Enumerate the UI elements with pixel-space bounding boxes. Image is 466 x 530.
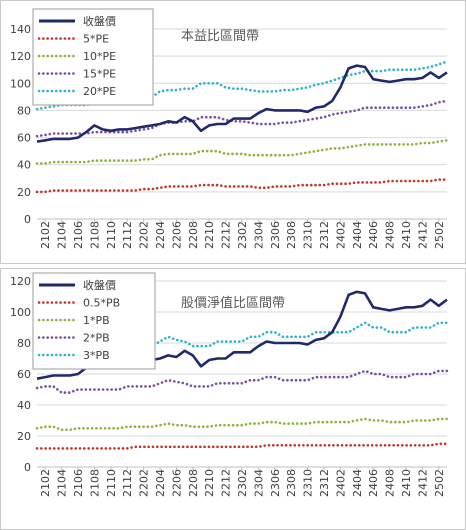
x-tick-label: 2110 bbox=[105, 469, 118, 497]
x-tick-label: 2412 bbox=[416, 221, 429, 249]
y-tick-label: 20 bbox=[17, 430, 31, 443]
x-tick-label: 2410 bbox=[400, 469, 413, 497]
pb-band-chart: 0 20 40 60 80 100 120 2102 2104 2106 2108 2110 2112 2… bbox=[10, 272, 449, 497]
x-tick-label: 2210 bbox=[203, 469, 216, 497]
x-tick-label: 2106 bbox=[72, 221, 85, 249]
x-tick-label: 2108 bbox=[88, 221, 101, 249]
y-tick-label: 0 bbox=[24, 461, 31, 474]
x-tick-label: 2202 bbox=[138, 469, 151, 497]
y-tick-label: 60 bbox=[17, 132, 31, 145]
legend-label-2: 1*PB bbox=[83, 314, 110, 327]
x-tick-label: 2312 bbox=[318, 469, 331, 497]
x-tick-label: 2104 bbox=[56, 221, 69, 249]
x-tick-label: 2204 bbox=[154, 469, 167, 497]
x-tick-label: 2502 bbox=[433, 221, 446, 249]
y-tick-label: 40 bbox=[17, 399, 31, 412]
series-line-1 bbox=[35, 178, 449, 194]
x-tick-label: 2112 bbox=[121, 221, 134, 249]
y-tick-label: 120 bbox=[10, 275, 31, 288]
legend bbox=[32, 272, 156, 370]
y-tick-label: 120 bbox=[10, 50, 31, 63]
x-tick-label: 2206 bbox=[170, 469, 183, 497]
x-tick-label: 2408 bbox=[384, 469, 397, 497]
x-tick-label: 2208 bbox=[187, 469, 200, 497]
x-tick-label: 2402 bbox=[334, 221, 347, 249]
x-tick-label: 2406 bbox=[367, 221, 380, 249]
x-tick-label: 2210 bbox=[203, 221, 216, 249]
x-tick-label: 2404 bbox=[351, 469, 364, 497]
legend-label-3: 2*PB bbox=[83, 332, 110, 345]
y-tick-label: 20 bbox=[17, 186, 31, 199]
series-line-3 bbox=[35, 369, 449, 394]
x-tick-label: 2212 bbox=[220, 221, 233, 249]
chart-title: 股價淨值比區間帶 bbox=[181, 295, 285, 311]
x-tick-label: 2212 bbox=[220, 469, 233, 497]
x-tick-label: 2208 bbox=[187, 221, 200, 249]
x-tick-label: 2104 bbox=[56, 469, 69, 497]
legend-label-1: 0.5*PB bbox=[83, 297, 120, 310]
y-tick-label: 40 bbox=[17, 159, 31, 172]
x-tick-label: 2410 bbox=[400, 221, 413, 249]
x-tick-label: 2404 bbox=[351, 221, 364, 249]
x-tick-label: 2412 bbox=[416, 469, 429, 497]
series-line-3 bbox=[35, 99, 449, 138]
x-tick-label: 2308 bbox=[285, 221, 298, 249]
x-tick-label: 2110 bbox=[105, 221, 118, 249]
x-tick-label: 2408 bbox=[384, 221, 397, 249]
pe-band-chart: 0 20 40 60 80 100 120 140 2102 2104 2106 2108 2110 21… bbox=[10, 8, 449, 249]
x-tick-label: 2112 bbox=[121, 469, 134, 497]
x-tick-label: 2306 bbox=[269, 469, 282, 497]
x-tick-label: 2306 bbox=[269, 221, 282, 249]
legend-label-3: 15*PE bbox=[83, 68, 116, 81]
y-tick-label: 60 bbox=[17, 368, 31, 381]
legend-label-0: 收盤價 bbox=[83, 14, 116, 28]
x-tick-label: 2204 bbox=[154, 221, 167, 249]
x-tick-label: 2304 bbox=[252, 469, 265, 497]
y-tick-label: 140 bbox=[10, 23, 31, 36]
pe-band-chart-panel: 0 20 40 60 80 100 120 140 2102 2104 2106 2108 2110 21… bbox=[0, 0, 466, 264]
y-tick-label: 80 bbox=[17, 337, 31, 350]
x-tick-label: 2102 bbox=[39, 221, 52, 249]
series-line-0 bbox=[36, 64, 448, 143]
y-tick-label: 0 bbox=[24, 213, 31, 226]
x-tick-label: 2106 bbox=[72, 469, 85, 497]
x-tick-label: 2302 bbox=[236, 469, 249, 497]
x-tick-label: 2312 bbox=[318, 221, 331, 249]
series-line-2 bbox=[35, 139, 449, 165]
x-tick-label: 2302 bbox=[236, 221, 249, 249]
x-tick-label: 2108 bbox=[88, 469, 101, 497]
pb-band-chart-panel: 0 20 40 60 80 100 120 2102 2104 2106 2108 2110 2112 2… bbox=[0, 268, 466, 530]
x-tick-label: 2310 bbox=[302, 221, 315, 249]
x-tick-label: 2304 bbox=[252, 221, 265, 249]
legend-label-1: 5*PE bbox=[83, 33, 109, 46]
y-tick-label: 80 bbox=[17, 104, 31, 117]
x-tick-label: 2402 bbox=[334, 469, 347, 497]
x-tick-label: 2308 bbox=[285, 469, 298, 497]
legend-label-4: 3*PB bbox=[83, 349, 110, 362]
x-tick-label: 2102 bbox=[39, 469, 52, 497]
x-tick-label: 2310 bbox=[302, 469, 315, 497]
legend-label-2: 10*PE bbox=[83, 50, 116, 63]
series-line-2 bbox=[35, 417, 449, 432]
y-tick-label: 100 bbox=[10, 306, 31, 319]
y-tick-label: 100 bbox=[10, 77, 31, 90]
legend bbox=[32, 8, 154, 106]
chart-title: 本益比區間帶 bbox=[181, 29, 259, 44]
x-tick-label: 2502 bbox=[433, 469, 446, 497]
legend-label-0: 收盤價 bbox=[83, 278, 116, 292]
legend-label-4: 20*PE bbox=[83, 85, 116, 98]
series-line-1 bbox=[35, 442, 449, 450]
x-tick-label: 2206 bbox=[170, 221, 183, 249]
x-tick-label: 2406 bbox=[367, 469, 380, 497]
x-tick-label: 2202 bbox=[138, 221, 151, 249]
